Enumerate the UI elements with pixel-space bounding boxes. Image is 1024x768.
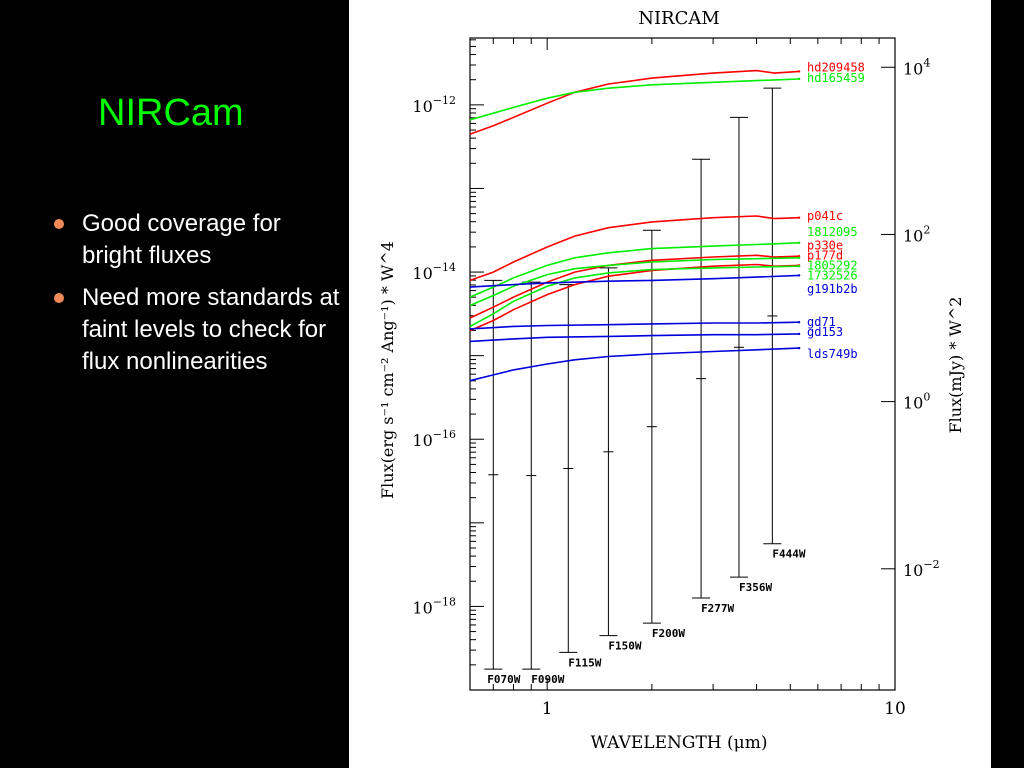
bullet-text: Need more standards at faint levels to c… — [82, 284, 340, 375]
filter-label: F115W — [568, 656, 601, 669]
series-line — [469, 242, 800, 298]
series-label: 1812095 — [807, 225, 858, 239]
series-line — [469, 265, 800, 328]
series-line — [469, 321, 800, 330]
series-label: gd153 — [807, 325, 843, 339]
series-end-point — [797, 274, 801, 277]
series-line — [469, 347, 800, 382]
y2-tick-label: 100 — [903, 391, 930, 413]
series-label: g191b2b — [807, 282, 858, 296]
series-end-point — [797, 332, 801, 336]
plot-frame — [469, 37, 896, 691]
series-label: gd71 — [807, 315, 836, 329]
y-tick-label: 10−16 — [412, 428, 456, 450]
bullet-list: Good coverage for bright fluxes Need mor… — [52, 208, 342, 388]
series-label: 1805292 — [807, 258, 858, 272]
bullet-dot-icon — [54, 219, 64, 229]
series-end-point — [797, 256, 801, 260]
x-tick-label: 1 — [542, 699, 553, 719]
y2-tick-label: 104 — [903, 56, 930, 78]
chart-title: NIRCAM — [638, 8, 720, 29]
series-label: 1732526 — [807, 268, 858, 282]
series-end-point — [797, 70, 801, 73]
series-label: lds749b — [807, 347, 858, 361]
series-end-point — [797, 346, 801, 350]
series-end-point — [797, 77, 801, 81]
y-tick-label: 10−18 — [412, 595, 456, 617]
series-end-point — [797, 265, 801, 268]
bullet-text: Good coverage for bright fluxes — [82, 210, 281, 269]
y-tick-label: 10−12 — [412, 94, 456, 116]
slide-title: NIRCam — [98, 92, 244, 134]
series-line — [469, 333, 800, 343]
x-tick-label: 10 — [884, 699, 906, 719]
filter-label: F200W — [652, 627, 685, 640]
filter-label: F070W — [487, 673, 520, 686]
bullet-item: Need more standards at faint levels to c… — [52, 282, 342, 378]
y-tick-label: 10−14 — [412, 261, 456, 283]
filter-label: F277W — [701, 602, 734, 615]
plot-area: 1 10 10−12 10−14 10−16 10−18 104 102 100 10−2 F070… — [412, 37, 940, 719]
series-line — [469, 78, 800, 121]
y-axis-label-left: Flux(erg s⁻¹ cm⁻² Ang⁻¹) * W^4 — [378, 241, 397, 499]
y-axis-label-right: Flux(mJy) * W^2 — [946, 297, 965, 434]
series-label: p177d — [807, 248, 843, 262]
filter-label: F090W — [531, 673, 564, 686]
filter-label: F444W — [772, 548, 805, 561]
nircam-chart: NIRCAM 1 1010−1210−1410−1610−181041021001… — [378, 8, 965, 753]
chart-panel: NIRCAM 1 10 10−12 10−14 10−16 10−18 104 102 100 1… — [349, 0, 991, 768]
y2-tick-label: 102 — [903, 223, 930, 245]
series-end-point — [797, 241, 801, 244]
series-label: p041c — [807, 209, 843, 223]
series-end-point — [797, 254, 801, 258]
bullet-item: Good coverage for bright fluxes — [52, 208, 342, 272]
bullet-dot-icon — [54, 293, 64, 303]
filter-label: F150W — [608, 640, 641, 653]
series-line — [469, 274, 800, 288]
y2-tick-label: 10−2 — [903, 558, 940, 580]
series-line — [469, 215, 800, 282]
series-line — [469, 257, 800, 307]
series-end-point — [797, 321, 801, 324]
series-label: hd165459 — [807, 71, 865, 85]
series-label: p330e — [807, 238, 843, 252]
filter-label: F356W — [739, 581, 772, 594]
series-line — [469, 69, 800, 135]
x-axis-label: WAVELENGTH (μm) — [591, 733, 768, 753]
series-label: hd209458 — [807, 60, 865, 74]
series-line — [469, 263, 800, 332]
series-end-point — [797, 216, 801, 219]
